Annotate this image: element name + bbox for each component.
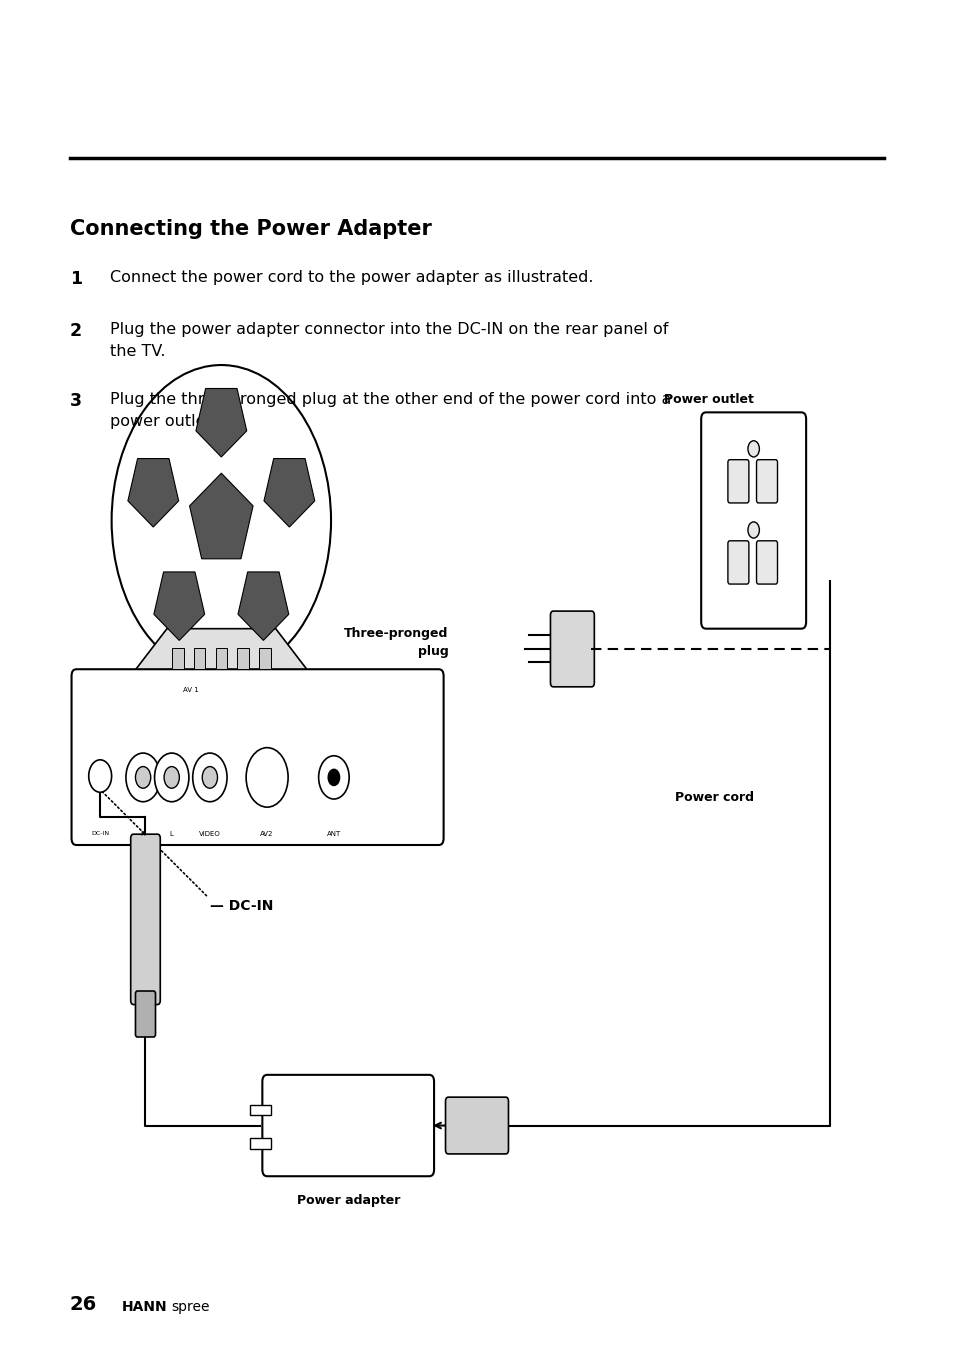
Bar	[172, 648, 183, 669]
Circle shape	[126, 753, 160, 802]
Text: Plug the three-pronged plug at the other end of the power cord into a
power outl: Plug the three-pronged plug at the other…	[110, 392, 670, 430]
Text: 26: 26	[70, 1295, 97, 1314]
Circle shape	[164, 767, 179, 788]
Text: 1: 1	[70, 270, 82, 288]
Polygon shape	[237, 572, 289, 641]
Circle shape	[328, 769, 339, 786]
Text: — DC-IN: — DC-IN	[210, 899, 273, 913]
Text: Connect the power cord to the power adapter as illustrated.: Connect the power cord to the power adap…	[110, 270, 593, 285]
Text: L: L	[170, 831, 173, 837]
Bar	[215, 648, 227, 669]
Polygon shape	[128, 458, 178, 527]
Text: VIDEO: VIDEO	[199, 831, 220, 837]
FancyBboxPatch shape	[756, 460, 777, 503]
Polygon shape	[190, 473, 253, 558]
Polygon shape	[195, 388, 247, 457]
FancyBboxPatch shape	[756, 541, 777, 584]
Text: AV 1: AV 1	[183, 687, 198, 692]
FancyBboxPatch shape	[700, 412, 805, 629]
FancyBboxPatch shape	[727, 460, 748, 503]
FancyBboxPatch shape	[445, 1098, 508, 1153]
Circle shape	[112, 365, 331, 676]
Circle shape	[202, 767, 217, 788]
Polygon shape	[153, 572, 205, 641]
FancyBboxPatch shape	[262, 1075, 434, 1176]
FancyBboxPatch shape	[71, 669, 443, 845]
FancyBboxPatch shape	[727, 541, 748, 584]
FancyBboxPatch shape	[131, 834, 160, 1005]
Text: ANT: ANT	[327, 831, 340, 837]
Circle shape	[747, 522, 759, 538]
Bar	[250, 1105, 271, 1115]
Text: Connecting the Power Adapter: Connecting the Power Adapter	[70, 219, 431, 239]
Text: DC-IN: DC-IN	[91, 831, 109, 837]
Text: AV2: AV2	[260, 831, 274, 837]
Circle shape	[747, 441, 759, 457]
Polygon shape	[264, 458, 314, 527]
Text: Plug the power adapter connector into the DC-IN on the rear panel of
the TV.: Plug the power adapter connector into th…	[110, 322, 667, 360]
Text: 2: 2	[70, 322, 82, 339]
Bar	[193, 648, 205, 669]
Bar	[250, 1138, 271, 1149]
Text: Power outlet: Power outlet	[663, 392, 753, 406]
Circle shape	[154, 753, 189, 802]
Text: Power adapter: Power adapter	[296, 1194, 399, 1207]
Bar	[259, 648, 271, 669]
Text: 3: 3	[70, 392, 82, 410]
Circle shape	[135, 767, 151, 788]
FancyBboxPatch shape	[550, 611, 594, 687]
Text: spree: spree	[172, 1301, 210, 1314]
Circle shape	[193, 753, 227, 802]
Text: Three-pronged
plug: Three-pronged plug	[344, 627, 448, 657]
FancyBboxPatch shape	[135, 991, 155, 1037]
Circle shape	[246, 748, 288, 807]
Text: R: R	[141, 831, 145, 837]
Circle shape	[318, 756, 349, 799]
Bar	[237, 648, 249, 669]
Text: HANN: HANN	[122, 1301, 168, 1314]
Text: Power cord: Power cord	[674, 791, 753, 804]
Circle shape	[89, 760, 112, 792]
Polygon shape	[131, 629, 312, 676]
